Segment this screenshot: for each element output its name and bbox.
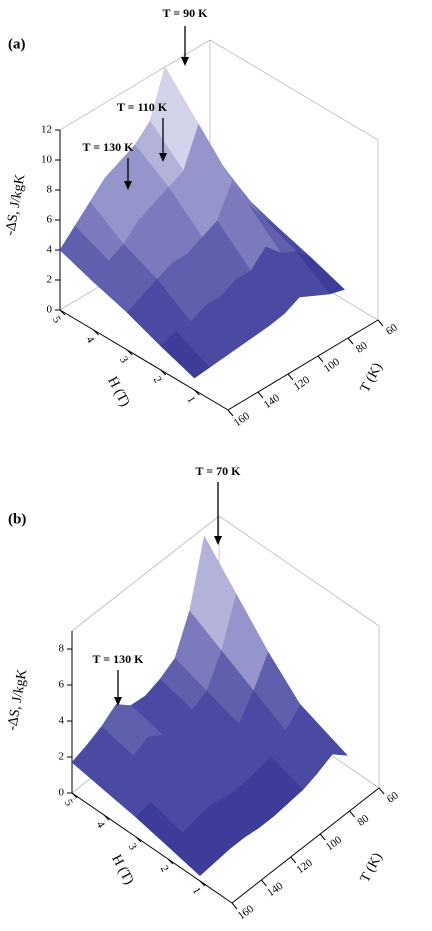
wall-edge bbox=[209, 39, 379, 141]
annotation: T = 110 K bbox=[117, 100, 168, 114]
z-tick-label: 4 bbox=[59, 715, 65, 727]
h-tick bbox=[126, 349, 133, 356]
arrow-head bbox=[114, 697, 122, 706]
z-axis-label: -ΔS, J/kgK bbox=[3, 173, 29, 237]
t-tick-label: 140 bbox=[265, 880, 286, 900]
z-tick-label: 8 bbox=[59, 643, 65, 655]
annotation: T = 130 K bbox=[83, 140, 135, 154]
t-tick-label: 120 bbox=[292, 374, 313, 394]
h-axis-label: H (T) bbox=[108, 852, 136, 887]
arrow-head bbox=[159, 153, 167, 162]
annotation: T = 130 K bbox=[93, 652, 145, 666]
z-tick-label: 4 bbox=[47, 244, 53, 256]
z-tick-label: 12 bbox=[41, 124, 52, 136]
h-tick bbox=[93, 329, 99, 336]
z-tick-label: 2 bbox=[47, 274, 53, 286]
surface-patch bbox=[160, 330, 210, 379]
h-tick bbox=[59, 309, 66, 316]
z-tick-label: 6 bbox=[47, 214, 53, 226]
h-tick-label: 5 bbox=[50, 314, 63, 325]
h-axis bbox=[59, 309, 229, 411]
t-tick-label: 160 bbox=[236, 903, 257, 923]
annotation: T = 70 K bbox=[196, 464, 242, 478]
t-tick bbox=[317, 355, 324, 363]
t-tick-label: 60 bbox=[385, 789, 401, 805]
h-tick-label: 3 bbox=[126, 841, 139, 852]
t-tick-label: 80 bbox=[354, 339, 370, 355]
h-tick-label: 2 bbox=[158, 863, 171, 874]
h-tick-label: 5 bbox=[62, 797, 75, 808]
h-tick-label: 4 bbox=[94, 819, 107, 830]
h-tick-label: 1 bbox=[184, 394, 197, 405]
t-tick bbox=[287, 373, 294, 381]
t-tick bbox=[377, 319, 384, 327]
z-tick-label: 8 bbox=[47, 184, 53, 196]
h-tick bbox=[135, 836, 142, 843]
wall-edge bbox=[218, 515, 380, 627]
h-tick bbox=[71, 792, 78, 799]
t-tick-label: 100 bbox=[324, 834, 345, 854]
h-tick bbox=[194, 389, 200, 396]
t-tick bbox=[347, 337, 354, 345]
t-axis bbox=[227, 319, 379, 411]
h-axis-label: H (T) bbox=[104, 374, 132, 409]
z-tick-label: 0 bbox=[59, 787, 65, 799]
z-tick-label: 10 bbox=[41, 154, 53, 166]
panel: 0 2 4 6 8 1 2 3 4 5 60 80 100 120 140 160 (b) -ΔS, J/kgK H… bbox=[5, 464, 401, 923]
t-tick-label: 140 bbox=[262, 392, 283, 412]
z-tick-label: 0 bbox=[47, 304, 53, 316]
h-tick-label: 4 bbox=[83, 334, 96, 345]
t-tick-label: 60 bbox=[384, 321, 400, 337]
panel-label: (a) bbox=[8, 36, 26, 52]
arrow-head bbox=[214, 536, 222, 545]
t-tick bbox=[257, 391, 264, 399]
t-tick bbox=[261, 879, 267, 887]
z-tick-label: 6 bbox=[59, 679, 65, 691]
h-tick bbox=[199, 880, 206, 887]
t-axis-label: T (K) bbox=[358, 360, 386, 395]
t-axis bbox=[231, 787, 380, 904]
h-axis bbox=[71, 792, 233, 904]
t-tick-label: 160 bbox=[232, 410, 253, 430]
arrow-head bbox=[181, 57, 189, 66]
t-tick bbox=[227, 409, 234, 417]
t-tick-label: 120 bbox=[294, 857, 315, 877]
t-tick bbox=[319, 833, 326, 841]
h-tick bbox=[103, 814, 110, 821]
arrow-head bbox=[124, 181, 132, 190]
annotation: T = 90 K bbox=[163, 6, 209, 20]
z-axis-label: -ΔS, J/kgK bbox=[5, 668, 31, 732]
t-tick-label: 80 bbox=[355, 812, 371, 828]
z-tick-label: 2 bbox=[59, 751, 65, 763]
t-tick bbox=[349, 810, 355, 818]
surface-patch bbox=[167, 832, 216, 877]
h-tick bbox=[167, 858, 174, 865]
t-tick bbox=[231, 902, 238, 910]
panel-label: (b) bbox=[8, 511, 26, 527]
h-tick-label: 2 bbox=[151, 374, 164, 385]
h-tick-label: 1 bbox=[190, 885, 203, 896]
h-tick-label: 3 bbox=[117, 354, 130, 365]
t-axis-label: T (K) bbox=[358, 850, 386, 885]
t-tick bbox=[378, 787, 385, 795]
h-tick bbox=[160, 369, 167, 376]
wall-edge bbox=[71, 515, 220, 632]
t-tick-label: 100 bbox=[322, 356, 343, 376]
t-tick bbox=[290, 856, 297, 864]
